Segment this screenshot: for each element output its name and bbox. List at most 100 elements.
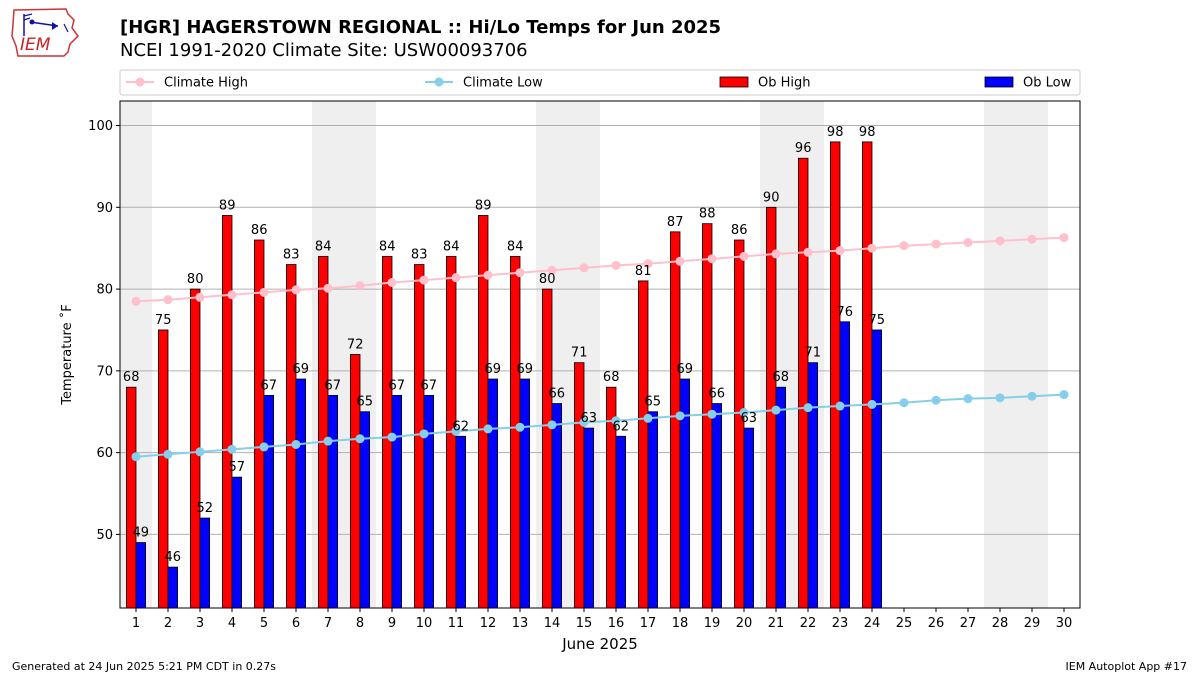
climate-high-point [707,254,717,264]
bars [126,141,883,609]
x-tick-label: 17 [640,616,657,631]
legend-climate-high-marker [135,77,145,87]
ob-low-bar [487,378,499,609]
climate-high-point [387,278,397,288]
x-tick-label: 2 [164,616,172,631]
ob-low-bar [743,427,755,609]
climate-low-point [867,399,877,409]
x-tick-label: 8 [356,616,364,631]
x-tick-label: 16 [608,616,625,631]
climate-low-point [323,436,333,446]
legend-climate-high-label: Climate High [164,76,248,91]
x-tick-label: 9 [388,616,396,631]
climate-high-point [355,281,365,291]
ob-low-label: 62 [453,419,470,434]
climate-low-point [227,444,237,454]
ob-low-label: 66 [709,387,726,402]
climate-low-point [451,426,461,436]
climate-high-point [547,265,557,275]
ob-low-bar [647,411,659,609]
x-axis-label: June 2025 [561,635,638,653]
ob-low-bar [231,476,243,609]
ob-high-bar [798,157,809,609]
ob-high-bar [221,215,233,609]
climate-low-point [835,401,845,411]
ob-high-bar [157,329,169,609]
climate-low-point [131,452,141,462]
ob-high-label: 84 [507,239,524,254]
climate-high-point [995,236,1005,246]
iowa-weather-station-logo-icon: IEM [11,8,79,57]
ob-high-label: 84 [379,239,396,254]
ob-low-label: 67 [421,378,438,393]
climate-lines [131,233,1069,462]
app-note: IEM Autoplot App #17 [1065,660,1188,673]
ob-low-label: 65 [645,395,662,410]
y-axis-label: Temperature ˚F [59,304,75,405]
x-tick-label: 29 [1024,616,1041,631]
ob-high-label: 98 [827,125,844,140]
x-tick-label: 28 [992,616,1009,631]
ob-low-bar [711,403,723,609]
ob-high-bar [638,280,649,609]
climate-high-point [483,270,493,280]
climate-low-point [291,439,301,449]
climate-high-point [579,263,589,273]
ob-low-bar [295,378,307,609]
ob-low-bar [167,566,179,609]
x-tick-label: 24 [864,616,881,631]
y-tick-label: 50 [96,528,113,543]
ob-low-bar [615,435,627,609]
ob-high-bar [542,288,553,609]
ob-low-label: 67 [261,378,278,393]
ob-low-label: 63 [581,411,598,426]
ob-high-label: 87 [667,215,684,230]
climate-high-point [611,260,621,270]
ob-low-label: 62 [613,419,630,434]
climate-high-point [323,283,333,293]
ob-low-label: 66 [549,387,566,402]
ob-low-label: 76 [837,305,854,320]
climate-low-point [195,447,205,457]
x-tick-label: 13 [512,616,529,631]
ob-high-label: 84 [443,239,460,254]
ob-low-label: 67 [389,378,406,393]
climate-low-point [899,398,909,408]
y-gridlines [120,125,1080,535]
ob-high-bar [862,141,873,609]
climate-low-point [707,409,717,419]
ob-low-bar [871,329,883,609]
ob-low-bar [391,394,403,609]
ob-high-label: 98 [859,125,876,140]
x-tick-label: 4 [228,616,236,631]
climate-low-point [931,395,941,405]
ob-low-bar [807,362,819,609]
ob-high-label: 68 [603,370,620,385]
ob-high-bar [381,255,393,609]
y-axis: 50 60 70 80 90 100 Temperature ˚F [59,119,120,543]
chart-title: [HGR] HAGERSTOWN REGIONAL :: Hi/Lo Temps… [120,17,722,38]
ob-high-bar [317,255,329,609]
plot-frame [119,100,1081,609]
climate-low-line [135,393,1065,458]
climate-high-point [771,249,781,259]
x-tick-label: 19 [704,616,721,631]
climate-high-point [867,243,877,253]
climate-high-point [963,237,973,247]
ob-high-label: 81 [635,264,652,279]
ob-low-label: 67 [325,378,342,393]
climate-low-point [643,413,653,423]
ob-high-label: 75 [155,313,172,328]
climate-low-point [515,422,525,432]
logo-text: IEM [20,35,51,55]
x-tick-label: 15 [576,616,593,631]
legend-ob-high-label: Ob High [758,76,811,91]
ob-high-bar [285,264,297,609]
y-tick-label: 100 [88,119,113,134]
x-tick-label: 6 [292,616,300,631]
ob-low-label: 46 [165,550,182,565]
x-tick-label: 5 [260,616,268,631]
climate-low-point [739,408,749,418]
x-tick-label: 18 [672,616,689,631]
